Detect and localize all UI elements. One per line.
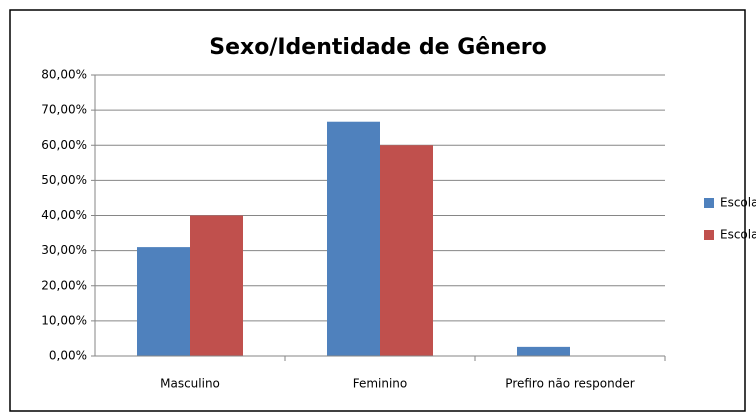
x-tick-label: Feminino	[353, 377, 408, 391]
y-tick-label: 70,00%	[41, 103, 87, 117]
legend-swatch	[704, 198, 714, 208]
legend-label: Escola B	[720, 228, 756, 242]
y-tick-label: 60,00%	[41, 138, 87, 152]
y-tick-label: 20,00%	[41, 278, 87, 292]
bar	[137, 247, 190, 356]
bar	[327, 121, 380, 356]
y-tick-label: 0,00%	[49, 349, 87, 363]
x-tick-label: Prefiro não responder	[505, 377, 634, 391]
y-tick-label: 50,00%	[41, 173, 87, 187]
bar	[517, 346, 570, 356]
chart-title: Sexo/Identidade de Gênero	[209, 35, 546, 60]
legend-swatch	[704, 230, 714, 240]
bar	[380, 145, 433, 356]
y-tick-label: 10,00%	[41, 313, 87, 327]
bar	[190, 215, 243, 356]
x-tick-label: Masculino	[160, 377, 220, 391]
y-tick-label: 40,00%	[41, 208, 87, 222]
y-tick-label: 30,00%	[41, 243, 87, 257]
legend-label: Escola A	[720, 196, 756, 210]
y-tick-label: 80,00%	[41, 68, 87, 82]
